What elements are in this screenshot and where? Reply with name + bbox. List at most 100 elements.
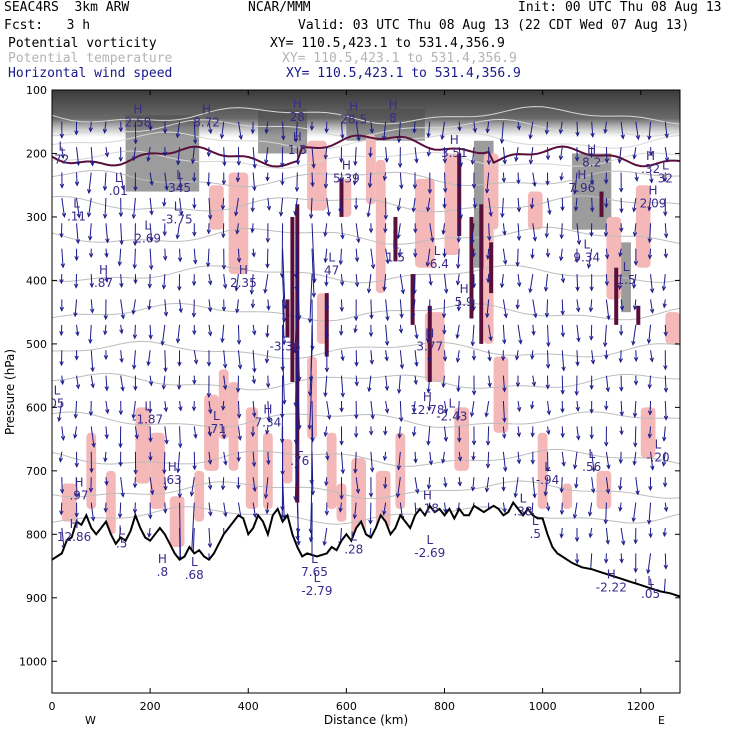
wind-vector-head xyxy=(545,466,551,472)
wind-vector xyxy=(76,172,78,186)
pv-extremum-value: 12.86 xyxy=(57,530,91,544)
wind-vector-head xyxy=(134,434,139,440)
wind-vector-head xyxy=(190,159,196,165)
wind-vector xyxy=(267,299,270,310)
theta-contour-line xyxy=(52,264,680,284)
pv-low-marker: L xyxy=(174,200,181,214)
wind-vector-head xyxy=(414,158,419,164)
wind-vector xyxy=(164,299,167,316)
wind-vector-head xyxy=(663,365,668,371)
wind-vector-head xyxy=(163,407,168,413)
wind-vector-head xyxy=(207,543,213,549)
wind-vector-head xyxy=(221,405,226,411)
wind-vector xyxy=(282,477,285,519)
pv-extremum-value: -1.87 xyxy=(132,413,163,427)
x-tick-label: 200 xyxy=(140,700,161,713)
wind-vector-head xyxy=(205,262,211,268)
wind-vector-head xyxy=(426,440,431,446)
wind-vector-head xyxy=(75,331,80,337)
wind-vector-head xyxy=(207,214,213,220)
wind-vector-head xyxy=(516,207,522,213)
wind-vector-head xyxy=(633,568,638,574)
pv-high-marker: H xyxy=(293,130,302,144)
wind-vector-head xyxy=(662,482,668,488)
wind-vector xyxy=(207,172,210,186)
wind-vector-head xyxy=(426,207,431,213)
wind-vector-head xyxy=(501,177,507,183)
wind-vector-head xyxy=(470,239,475,245)
wind-vector xyxy=(370,248,374,269)
y-tick-label: 1000 xyxy=(19,655,47,668)
wind-vector-head xyxy=(356,238,361,244)
wind-vector-head xyxy=(413,228,418,234)
wind-vector xyxy=(664,375,667,392)
pv-extremum-value: .05 xyxy=(641,587,660,601)
wind-vector xyxy=(591,477,595,493)
wind-vector xyxy=(59,451,63,462)
pv-low-marker: L xyxy=(647,574,654,588)
pv-high-marker: H xyxy=(74,476,83,490)
wind-vector-head xyxy=(265,176,270,182)
pv-extremum-value: 3.51 xyxy=(441,146,468,160)
wind-vector-head xyxy=(192,204,197,210)
wind-vector xyxy=(192,147,195,164)
pv-contour-column xyxy=(469,216,474,319)
wind-vector-head xyxy=(604,254,610,260)
wind-vector-head xyxy=(410,313,416,319)
wind-vector xyxy=(90,426,95,447)
wind-vector-head xyxy=(589,207,595,213)
wind-vector-head xyxy=(120,314,126,320)
wind-vector xyxy=(193,248,197,264)
wind-vector-head xyxy=(90,516,96,522)
pv-extremum-value: 1.5 xyxy=(288,143,307,157)
pv-contour-column xyxy=(636,305,641,325)
wind-vector xyxy=(161,324,166,345)
wind-vector xyxy=(576,350,579,366)
wind-vector-head xyxy=(400,289,406,295)
axes: 0 200 400 600 800 1000 1200 100 200 300 400 500 600 7… xyxy=(19,84,680,713)
wind-vector xyxy=(369,147,372,157)
wind-vector xyxy=(428,400,431,411)
wind-vector-head xyxy=(91,442,96,448)
wind-vector xyxy=(441,121,445,140)
wind-vector xyxy=(457,273,460,285)
wind-vector-head xyxy=(502,508,507,514)
wind-vector xyxy=(208,299,211,312)
wind-vector xyxy=(561,451,565,466)
wind-vector-head xyxy=(59,510,64,516)
wind-vector-head xyxy=(618,187,624,193)
wind-vector-head xyxy=(502,387,507,393)
wind-vector-head xyxy=(604,354,609,360)
wind-vector xyxy=(177,324,181,343)
wind-vector xyxy=(427,375,431,393)
wind-vector xyxy=(546,223,549,238)
wind-vector-head xyxy=(532,236,537,242)
x-tick-label: 400 xyxy=(238,700,259,713)
field-label-wind: Horizontal wind speed xyxy=(8,66,173,81)
pv-extremum-value: -3.75 xyxy=(162,213,193,227)
wind-vector-head xyxy=(618,506,623,512)
wind-vector xyxy=(547,197,551,215)
wind-vector xyxy=(517,400,521,412)
pv-extremum-value: .63 xyxy=(163,473,182,487)
wind-vector xyxy=(340,375,344,397)
wind-vector-head xyxy=(471,252,476,258)
wind-vector-head xyxy=(559,510,565,516)
pv-shade-blob xyxy=(282,439,293,484)
wind-vector xyxy=(264,273,269,293)
wind-vector-head xyxy=(442,356,448,362)
wind-vector-head xyxy=(61,212,67,218)
wind-vector-head xyxy=(146,361,151,367)
wind-vector-head xyxy=(220,205,226,211)
wind-vector xyxy=(399,299,403,318)
wind-vector-head xyxy=(104,480,109,486)
wind-vector xyxy=(370,299,373,319)
wind-vector-head xyxy=(339,495,344,501)
wind-vector xyxy=(266,172,269,181)
wind-vector xyxy=(458,451,461,461)
wind-vector xyxy=(619,502,622,511)
wind-vector xyxy=(252,324,256,335)
wind-vector xyxy=(282,274,285,322)
wind-vector xyxy=(501,274,504,288)
wind-vector-head xyxy=(472,203,477,210)
